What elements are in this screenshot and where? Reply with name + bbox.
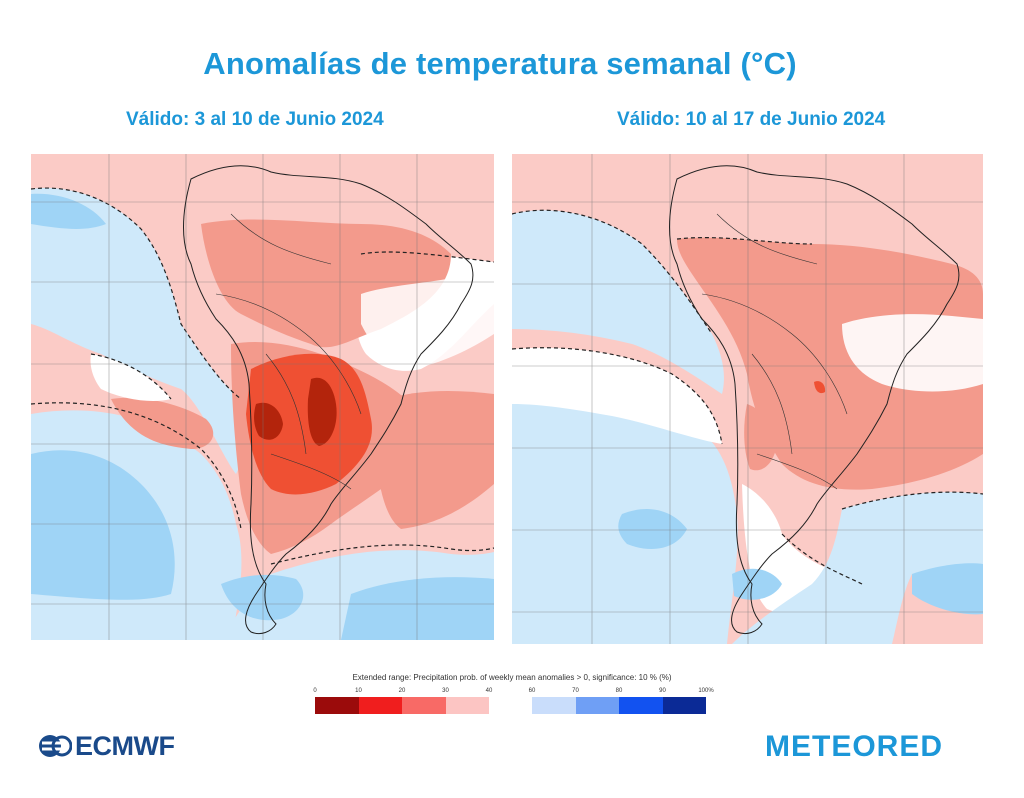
cold-region-pacific-north bbox=[512, 210, 724, 394]
legend-warm-tick-0: 0 bbox=[313, 688, 317, 694]
warm-region-medium-4 bbox=[111, 397, 214, 449]
country-borders bbox=[215, 213, 362, 490]
map-week2-graphic bbox=[512, 154, 983, 644]
warm-region-darkest-1 bbox=[307, 377, 337, 446]
legend-cold-swatch-1 bbox=[575, 697, 619, 714]
warm-region-medium-1 bbox=[677, 237, 983, 490]
lat-lon-grid bbox=[512, 154, 983, 644]
warm-region-medium-3 bbox=[371, 391, 494, 529]
legend-caption: Extended range: Precipitation prob. of w… bbox=[352, 673, 672, 682]
cold-region-medium-2 bbox=[732, 568, 782, 600]
legend-cold-tick-1: 70 bbox=[572, 688, 579, 694]
cold-region-medium-2 bbox=[31, 450, 175, 600]
legend-cold-swatch-0 bbox=[532, 697, 576, 714]
country-borders bbox=[701, 213, 848, 490]
legend-cold-tick-2: 80 bbox=[615, 688, 623, 694]
contour-4 bbox=[360, 251, 494, 263]
meteored-logo: METEORED bbox=[765, 730, 944, 763]
cold-region-medium-3 bbox=[221, 574, 304, 621]
contour-4 bbox=[841, 491, 983, 510]
neutral-region-pacific bbox=[512, 347, 722, 444]
south-america-coastline bbox=[183, 165, 474, 635]
contour-3 bbox=[781, 533, 863, 585]
cold-region-medium-4 bbox=[341, 577, 494, 640]
map-left-subtitle: Válido: 3 al 10 de Junio 2024 bbox=[126, 109, 384, 130]
neutral-region-brazil bbox=[842, 314, 983, 392]
south-america-coastline bbox=[669, 165, 960, 635]
legend-warm-swatch-1 bbox=[358, 697, 402, 714]
significance-contours bbox=[512, 209, 983, 585]
cold-region-medium-3 bbox=[912, 563, 983, 615]
cold-region-medium-1 bbox=[31, 193, 106, 229]
warm-region-darkest-2 bbox=[254, 402, 283, 440]
legend-cold-swatch-2 bbox=[619, 697, 663, 714]
map-right-subtitle: Válido: 10 al 17 de Junio 2024 bbox=[617, 109, 886, 130]
anomaly-map-week2 bbox=[512, 154, 983, 644]
contour-3 bbox=[270, 544, 494, 565]
neutral-region-1 bbox=[361, 272, 494, 369]
legend-cold-tick-4: 100% bbox=[698, 688, 714, 694]
legend-warm-swatch-0 bbox=[315, 697, 359, 714]
significance-contours bbox=[31, 187, 494, 565]
legend-warm-swatch-2 bbox=[402, 697, 446, 714]
neutral-region-2 bbox=[90, 354, 171, 401]
legend-cold-swatch-3 bbox=[662, 697, 706, 714]
ecmwf-logo-text: ECMWF bbox=[75, 730, 175, 761]
page-title: Anomalías de temperatura semanal (°C) bbox=[203, 46, 797, 81]
warm-region-strong-small bbox=[814, 381, 826, 394]
ecmwf-emblem-icon bbox=[39, 735, 72, 757]
contour-1 bbox=[512, 209, 713, 335]
warm-region-medium-2 bbox=[744, 404, 777, 471]
legend-cold-tick-0: 60 bbox=[528, 688, 536, 694]
legend-warm-tick-2: 20 bbox=[398, 688, 406, 694]
legend-cold-tick-3: 90 bbox=[659, 688, 666, 694]
legend-warm-tick-1: 10 bbox=[355, 688, 362, 694]
contour-5 bbox=[676, 237, 813, 245]
legend-warm-swatch-3 bbox=[445, 697, 489, 714]
ecmwf-logo: ECMWF bbox=[38, 730, 175, 762]
anomaly-map-week1 bbox=[31, 154, 494, 640]
legend-warm-tick-3: 30 bbox=[442, 688, 449, 694]
legend-warm-tick-4: 40 bbox=[485, 688, 493, 694]
cold-region-pacific-north bbox=[31, 188, 247, 474]
lat-lon-grid bbox=[31, 154, 494, 640]
map-week1-graphic bbox=[31, 154, 494, 640]
contour-5 bbox=[90, 353, 172, 400]
